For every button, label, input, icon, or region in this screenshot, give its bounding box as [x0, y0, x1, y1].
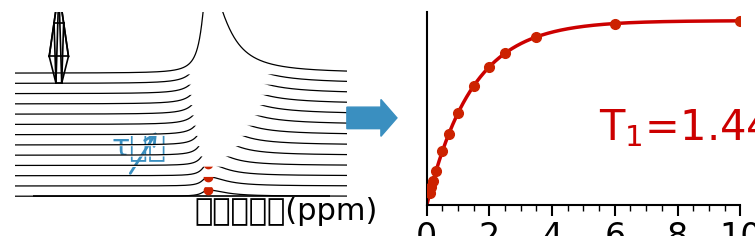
- Text: τ増大: τ増大: [112, 133, 167, 162]
- Text: 化学シフト(ppm): 化学シフト(ppm): [195, 197, 378, 226]
- Text: $\mathregular{T_1}$=1.44 s: $\mathregular{T_1}$=1.44 s: [599, 107, 755, 149]
- FancyArrow shape: [347, 100, 397, 136]
